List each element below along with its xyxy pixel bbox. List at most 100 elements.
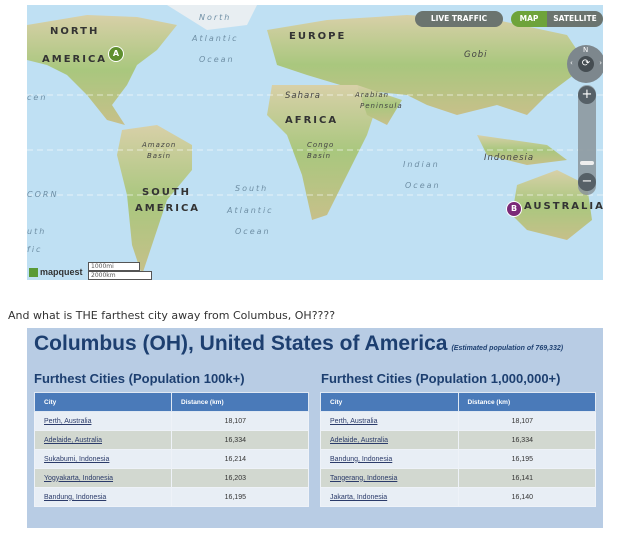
city-link[interactable]: Adelaide, Australia [330, 436, 388, 444]
city-link[interactable]: Yogyakarta, Indonesia [44, 474, 114, 482]
label-indonesia: Indonesia [484, 153, 535, 163]
population-note: (Estimated population of 769,332) [451, 345, 564, 352]
city-cell: Yogyakarta, Indonesia [34, 468, 172, 488]
column-header-distance[interactable]: Distance (km) [457, 392, 596, 412]
distance-cell: 16,334 [457, 430, 596, 450]
table-row: Jakarta, Indonesia 16,140 [320, 487, 596, 507]
label-arabian: Arabian [355, 91, 390, 99]
label-south-atlantic-2: Atlantic [227, 206, 274, 215]
city-link[interactable]: Sukabumi, Indonesia [44, 455, 110, 463]
distance-cell: 16,195 [171, 487, 309, 507]
distance-cell: 18,107 [171, 411, 309, 431]
city-link[interactable]: Perth, Australia [330, 417, 378, 425]
distance-cell: 16,141 [457, 468, 596, 488]
zoom-slider-handle[interactable] [580, 161, 594, 165]
column-header-city[interactable]: City [34, 392, 172, 412]
label-congo-basin: Basin [307, 152, 332, 160]
table-row: Tangerang, Indonesia 16,141 [320, 468, 596, 488]
label-edge-3: uth [27, 227, 47, 236]
label-indian: Indian [403, 160, 440, 169]
marker-b[interactable]: B [506, 201, 522, 217]
city-cell: Bandung, Indonesia [34, 487, 172, 507]
furthest-cities-panel: Columbus (OH), United States of America(… [27, 328, 603, 528]
mapquest-logo-text: mapquest [40, 267, 83, 277]
column-header-distance[interactable]: Distance (km) [171, 392, 309, 412]
label-edge-2: CORN [27, 190, 59, 199]
table-row: Adelaide, Australia 16,334 [34, 430, 309, 450]
table-row: Bandung, Indonesia 16,195 [34, 487, 309, 507]
zoom-slider[interactable] [578, 85, 596, 195]
label-gobi: Gobi [464, 50, 488, 60]
city-link[interactable]: Perth, Australia [44, 417, 92, 425]
intro-text: And what is THE farthest city away from … [8, 309, 336, 322]
label-edge-1: cen [27, 93, 48, 102]
city-link[interactable]: Jakarta, Indonesia [330, 493, 388, 501]
table-row: Bandung, Indonesia 16,195 [320, 449, 596, 469]
zoom-out-button[interactable]: − [578, 173, 596, 191]
distance-cell: 16,214 [171, 449, 309, 469]
table-header-row: City Distance (km) [34, 392, 309, 412]
page-title: Columbus (OH), United States of America(… [34, 332, 563, 356]
city-link[interactable]: Adelaide, Australia [44, 436, 102, 444]
city-cell: Tangerang, Indonesia [320, 468, 459, 488]
map-view-button[interactable]: MAP [511, 11, 547, 27]
table-row: Perth, Australia 18,107 [320, 411, 596, 431]
distance-cell: 16,203 [171, 468, 309, 488]
pan-left-icon[interactable]: ‹ [570, 59, 573, 67]
city-link[interactable]: Bandung, Indonesia [44, 493, 107, 501]
city-cell: Jakarta, Indonesia [320, 487, 459, 507]
label-peninsula: Peninsula [360, 102, 403, 110]
distance-cell: 16,334 [171, 430, 309, 450]
city-link[interactable]: Bandung, Indonesia [330, 455, 393, 463]
city-link[interactable]: Tangerang, Indonesia [330, 474, 398, 482]
label-south-atlantic-1: South [235, 184, 269, 193]
table-row: Perth, Australia 18,107 [34, 411, 309, 431]
label-europe: EUROPE [289, 31, 347, 42]
label-indian-ocean: Ocean [405, 181, 441, 190]
label-north: NORTH [50, 26, 100, 37]
label-congo: Congo [307, 141, 335, 149]
pan-right-icon[interactable]: › [599, 59, 602, 67]
compass-north-label: N [583, 46, 589, 54]
rotate-icon[interactable]: ⟳ [578, 56, 594, 72]
scale-miles: 1000mi [88, 262, 140, 271]
label-amazon-basin: Basin [147, 152, 172, 160]
label-south-atlantic-3: Ocean [235, 227, 271, 236]
distance-cell: 16,140 [457, 487, 596, 507]
map-landmasses [27, 5, 603, 275]
mapquest-logo: mapquest [29, 267, 83, 278]
live-traffic-button[interactable]: LIVE TRAFFIC [415, 11, 503, 27]
city-cell: Adelaide, Australia [320, 430, 459, 450]
table-row: Yogyakarta, Indonesia 16,203 [34, 468, 309, 488]
label-amazon: Amazon [142, 141, 177, 149]
marker-a[interactable]: A [108, 46, 124, 62]
label-north-atlantic-1: North [199, 13, 232, 22]
city-cell: Sukabumi, Indonesia [34, 449, 172, 469]
city-cell: Perth, Australia [320, 411, 459, 431]
label-south: SOUTH [142, 187, 192, 198]
distance-cell: 18,107 [457, 411, 596, 431]
mapquest-logo-icon [29, 268, 38, 278]
city-cell: Adelaide, Australia [34, 430, 172, 450]
label-north-atlantic-3: Ocean [199, 55, 235, 64]
zoom-in-button[interactable]: + [578, 86, 596, 104]
column-header-city[interactable]: City [320, 392, 459, 412]
city-cell: Bandung, Indonesia [320, 449, 459, 469]
label-south-america: AMERICA [135, 203, 201, 214]
city-title: Columbus (OH), United States of America [34, 332, 448, 355]
scale-km: 2000km [88, 271, 152, 280]
satellite-view-button[interactable]: SATELLITE [547, 11, 603, 27]
label-africa: AFRICA [285, 115, 339, 126]
table-heading-100k: Furthest Cities (Population 100k+) [34, 371, 245, 386]
label-australia: AUSTRALIA [524, 201, 603, 212]
world-map[interactable]: NORTH AMERICA North Atlantic Ocean EUROP… [27, 5, 603, 280]
label-north-atlantic-2: Atlantic [192, 34, 239, 43]
pan-compass[interactable]: N ⟳ ‹ › [567, 45, 603, 83]
table-1m: City Distance (km) Perth, Australia 18,107 A… [320, 392, 596, 507]
table-header-row: City Distance (km) [320, 392, 596, 412]
table-row: Adelaide, Australia 16,334 [320, 430, 596, 450]
label-america: AMERICA [42, 54, 108, 65]
city-cell: Perth, Australia [34, 411, 172, 431]
label-sahara: Sahara [285, 91, 321, 101]
label-edge-4: fic [27, 245, 43, 254]
